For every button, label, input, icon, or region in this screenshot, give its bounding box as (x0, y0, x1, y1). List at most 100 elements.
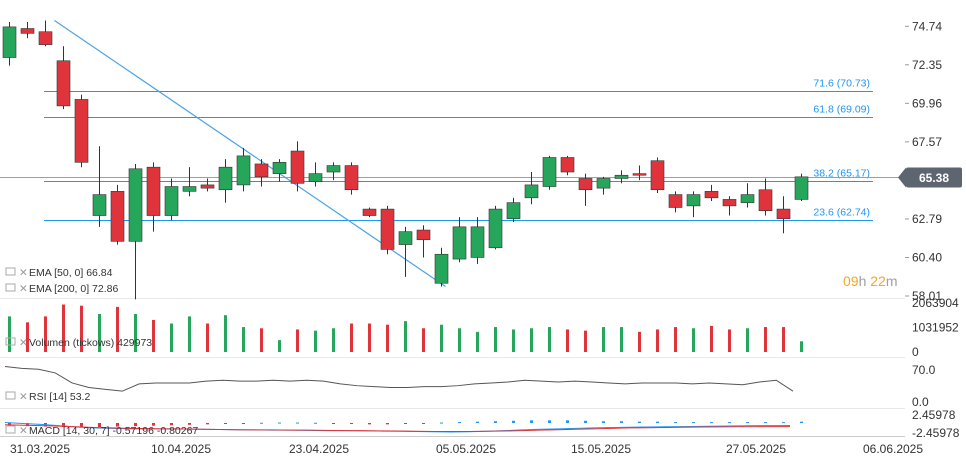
candle-body (542, 157, 557, 187)
macd-hist-bar (584, 420, 587, 423)
close-icon: ✕ (19, 391, 28, 403)
macd-hist-bar (242, 423, 245, 424)
volume-bar (566, 329, 569, 352)
candle-body (524, 184, 539, 199)
price-axis: 74.74 72.35 69.96 67.57 62.79 60.40 58.01 65.38… (843, 19, 962, 303)
settings-icon (5, 425, 16, 434)
candle-body (110, 191, 125, 242)
indicator-text: EMA [50, 0] 66.84 (29, 267, 113, 279)
candle-body (632, 173, 647, 176)
current-price-value: 65.38 (919, 171, 949, 185)
candle-body (200, 184, 215, 189)
settings-icon (5, 391, 16, 400)
date-tick-label: 15.05.2025 (571, 442, 631, 456)
volume-bar (422, 328, 425, 352)
close-icon: ✕ (19, 337, 28, 349)
candle-body (182, 186, 197, 192)
candle-body (488, 208, 503, 249)
volume-bars: 2063904 1031952 0 (8, 296, 959, 359)
volume-bar (386, 324, 389, 352)
volume-bar (710, 325, 713, 352)
volume-bar (782, 327, 785, 352)
macd-hist-bar (602, 421, 605, 423)
candle-body (452, 226, 467, 260)
date-tick-label: 06.06.2025 (863, 442, 923, 456)
volume-bar (260, 328, 263, 352)
volume-tick-label: 2063904 (912, 296, 959, 310)
indicator-labels[interactable]: ✕ EMA [50, 0] 66.84✕ EMA [200, 0] 72.86✕ Vo… (5, 267, 198, 437)
macd-hist-bar (728, 422, 731, 424)
price-tick-label: 60.40 (912, 250, 942, 264)
macd-hist-bar (386, 423, 389, 425)
candle-body (74, 99, 89, 163)
rsi-line (4, 366, 794, 392)
volume-tick-label: 1031952 (912, 321, 959, 335)
candle-body (470, 226, 485, 258)
price-tick-label: 67.57 (912, 135, 942, 149)
macd-hist-bar (332, 423, 335, 424)
volume-bar (584, 330, 587, 352)
volume-bar (350, 323, 353, 352)
fib-level-label: 71.6 (70.73) (813, 78, 870, 90)
volume-bar (800, 341, 803, 352)
volume-bar (602, 327, 605, 352)
volume-bar (458, 328, 461, 352)
candle-body (578, 178, 593, 191)
close-icon: ✕ (19, 425, 28, 437)
ema50-label[interactable]: ✕ EMA [50, 0] 66.84 (5, 267, 113, 279)
macd-hist-bar (404, 423, 407, 424)
volume-bar (278, 340, 281, 352)
date-tick-label: 10.04.2025 (151, 442, 211, 456)
candle-body (20, 28, 35, 34)
volume-bar (152, 319, 155, 352)
candle-body (92, 194, 107, 216)
macd-hist-bar (80, 423, 83, 428)
macd-hist-bar (656, 421, 659, 423)
date-axis: 31.03.2025 10.04.2025 23.04.2025 05.05.2025… (10, 442, 923, 456)
macd-hist-bar (26, 423, 29, 427)
macd-hist-bar (422, 423, 425, 424)
macd-hist-bar (314, 422, 317, 424)
volume-bar (314, 330, 317, 352)
macd-hist-bar (116, 423, 119, 427)
candle-body (596, 178, 611, 189)
volume-label[interactable]: ✕ Volumen (tickows) 429973 (5, 337, 152, 349)
candle-body (164, 186, 179, 216)
macd-signal-line (4, 424, 791, 432)
volume-bar (404, 321, 407, 352)
price-tick-label: 58.01 (912, 289, 942, 303)
indicator-text: RSI [14] 53.2 (29, 391, 90, 403)
trendline (54, 19, 446, 287)
volume-bar (530, 328, 533, 352)
volume-bar (746, 328, 749, 352)
candle-body (326, 165, 341, 173)
rsi-label[interactable]: ✕ RSI [14] 53.2 (5, 391, 90, 403)
macd-hist-bar (476, 421, 479, 423)
volume-bar (62, 304, 65, 352)
macd-hist-bar (710, 422, 713, 424)
volume-bar (494, 327, 497, 352)
candles (2, 20, 809, 300)
candle-body (794, 176, 809, 200)
fib-level-label: 61.8 (69.09) (813, 104, 870, 116)
countdown-timer: 09h 22m (843, 273, 898, 289)
macd-hist-bar (764, 422, 767, 424)
candle-body (380, 208, 395, 250)
candle-body (722, 199, 737, 207)
volume-bar (764, 327, 767, 352)
candle-body (416, 229, 431, 241)
timer-number: 09 (843, 273, 859, 289)
date-tick-label: 23.04.2025 (289, 442, 349, 456)
date-tick-label: 05.05.2025 (436, 442, 496, 456)
candle-body (704, 191, 719, 199)
indicator-text: EMA [200, 0] 72.86 (29, 283, 118, 295)
volume-bar (368, 323, 371, 352)
current-price-badge-arrow (898, 167, 906, 188)
macd-tick-label: 2.45978 (912, 408, 956, 422)
ema200-label[interactable]: ✕ EMA [200, 0] 72.86 (5, 283, 118, 295)
volume-bar (44, 316, 47, 352)
candle-body (362, 208, 377, 216)
candle-body (236, 155, 251, 186)
macd-label[interactable]: ✕ MACD [14, 30, 7] -0.57196 -0.80267 (5, 425, 198, 437)
settings-icon (5, 267, 16, 276)
